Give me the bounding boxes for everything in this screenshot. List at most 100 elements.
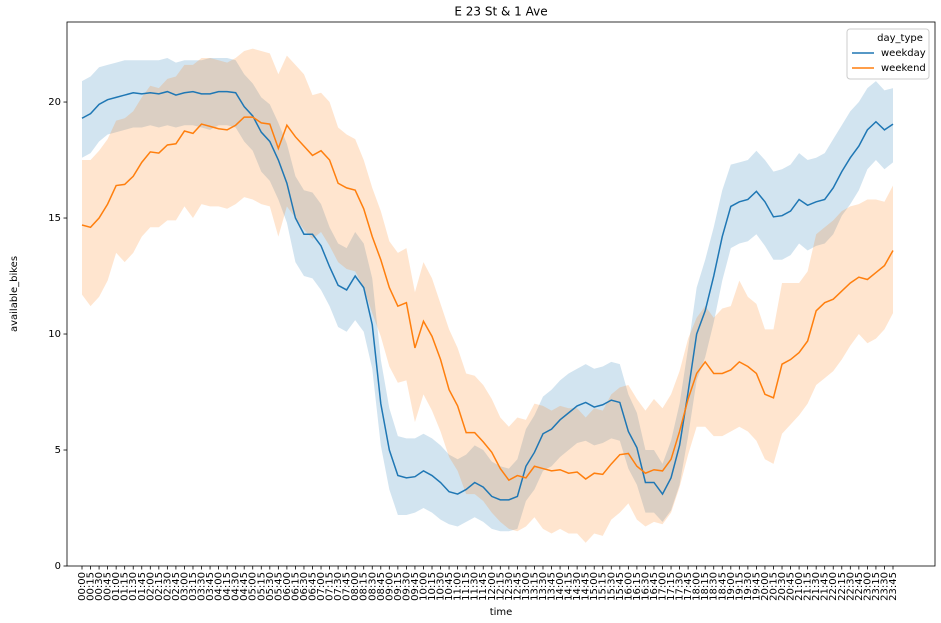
x-tick-label: 19:45	[751, 572, 762, 601]
x-tick-label: 10:15	[427, 572, 438, 601]
x-tick-label: 06:30	[299, 572, 310, 601]
x-tick-label: 19:15	[734, 572, 745, 601]
x-tick-label: 21:45	[820, 572, 831, 601]
x-tick-label: 14:45	[581, 572, 592, 601]
x-tick-label: 16:00	[623, 572, 634, 601]
x-tick-label: 18:00	[692, 572, 703, 601]
legend-label: weekend	[881, 63, 926, 74]
x-tick-label: 13:00	[521, 572, 532, 601]
x-tick-label: 07:30	[333, 572, 344, 601]
x-tick-label: 04:30	[231, 572, 242, 601]
x-tick-label: 14:00	[555, 572, 566, 601]
x-tick-label: 18:15	[700, 572, 711, 601]
x-tick-label: 13:15	[529, 572, 540, 601]
x-tick-label: 01:15	[120, 572, 131, 601]
x-tick-label: 13:45	[547, 572, 558, 601]
chart-title: E 23 St & 1 Ave	[454, 5, 547, 19]
confidence-band	[82, 48, 893, 543]
x-tick-label: 01:30	[128, 572, 139, 601]
x-tick-label: 15:45	[615, 572, 626, 601]
x-tick-label: 21:00	[794, 572, 805, 601]
x-tick-label: 11:30	[470, 572, 481, 601]
x-tick-label: 04:45	[239, 572, 250, 601]
x-tick-label: 22:00	[828, 572, 839, 601]
x-tick-label: 22:30	[845, 572, 856, 601]
x-tick-label: 08:45	[376, 572, 387, 601]
x-tick-label: 03:30	[197, 572, 208, 601]
x-tick-label: 09:45	[410, 572, 421, 601]
x-tick-label: 12:15	[495, 572, 506, 601]
x-tick-label: 02:30	[162, 572, 173, 601]
x-tick-label: 04:15	[222, 572, 233, 601]
line	[81, 116, 894, 482]
x-tick-label: 03:15	[188, 572, 199, 601]
x-tick-label: 17:15	[666, 572, 677, 601]
x-tick-label: 07:15	[325, 572, 336, 601]
x-tick-label: 10:45	[444, 572, 455, 601]
x-tick-label: 10:00	[418, 572, 429, 601]
x-tick-label: 19:30	[743, 572, 754, 601]
x-tick-label: 00:00	[77, 572, 88, 601]
x-tick-label: 01:45	[137, 572, 148, 601]
x-tick-label: 21:30	[811, 572, 822, 601]
x-tick-label: 10:30	[436, 572, 447, 601]
x-tick-label: 02:45	[171, 572, 182, 601]
y-tick-label: 20	[48, 97, 61, 108]
x-tick-label: 20:30	[777, 572, 788, 601]
x-tick-label: 07:00	[316, 572, 327, 601]
x-tick-label: 06:45	[307, 572, 318, 601]
legend-label: weekday	[881, 48, 926, 59]
x-tick-label: 00:30	[94, 572, 105, 601]
x-tick-label: 23:15	[871, 572, 882, 601]
x-tick-label: 12:45	[512, 572, 523, 601]
y-tick-label: 0	[55, 561, 61, 572]
x-tick-label: 20:00	[760, 572, 771, 601]
x-tick-label: 19:00	[726, 572, 737, 601]
x-tick-label: 21:15	[803, 572, 814, 601]
x-tick-label: 03:00	[179, 572, 190, 601]
x-tick-label: 23:45	[888, 572, 899, 601]
x-tick-label: 08:15	[359, 572, 370, 601]
x-tick-label: 23:00	[862, 572, 873, 601]
legend-title: day_type	[877, 33, 923, 44]
x-tick-label: 15:00	[589, 572, 600, 601]
x-tick-label: 05:45	[273, 572, 284, 601]
x-tick-label: 02:15	[154, 572, 165, 601]
y-axis-label: available_bikes	[9, 256, 20, 332]
x-tick-label: 14:15	[564, 572, 575, 601]
x-tick-label: 20:45	[786, 572, 797, 601]
x-tick-label: 16:45	[649, 572, 660, 601]
x-tick-label: 06:00	[282, 572, 293, 601]
x-tick-label: 11:00	[453, 572, 464, 601]
x-tick-label: 15:15	[598, 572, 609, 601]
x-tick-label: 15:30	[606, 572, 617, 601]
x-tick-label: 02:00	[145, 572, 156, 601]
y-tick-label: 15	[48, 213, 61, 224]
x-tick-label: 13:30	[538, 572, 549, 601]
x-tick-label: 18:30	[709, 572, 720, 601]
x-tick-label: 03:45	[205, 572, 216, 601]
x-tick-label: 16:30	[640, 572, 651, 601]
legend-box	[846, 28, 930, 80]
x-tick-label: 00:15	[86, 572, 97, 601]
x-tick-label: 17:45	[683, 572, 694, 601]
x-tick-label: 05:30	[265, 572, 276, 601]
x-tick-label: 12:30	[504, 572, 515, 601]
x-tick-label: 17:00	[658, 572, 669, 601]
x-tick-label: 06:15	[290, 572, 301, 601]
x-tick-label: 14:30	[572, 572, 583, 601]
x-tick-label: 22:45	[854, 572, 865, 601]
x-tick-label: 00:45	[103, 572, 114, 601]
x-tick-label: 20:15	[768, 572, 779, 601]
x-axis-label: time	[490, 607, 513, 618]
x-tick-label: 12:00	[487, 572, 498, 601]
x-tick-label: 09:30	[401, 572, 412, 601]
y-tick-label: 10	[48, 329, 61, 340]
x-tick-label: 09:15	[393, 572, 404, 601]
x-tick-label: 17:30	[675, 572, 686, 601]
x-tick-label: 16:15	[632, 572, 643, 601]
x-tick-label: 08:30	[367, 572, 378, 601]
x-tick-label: 18:45	[717, 572, 728, 601]
axes-frame	[66, 21, 936, 567]
